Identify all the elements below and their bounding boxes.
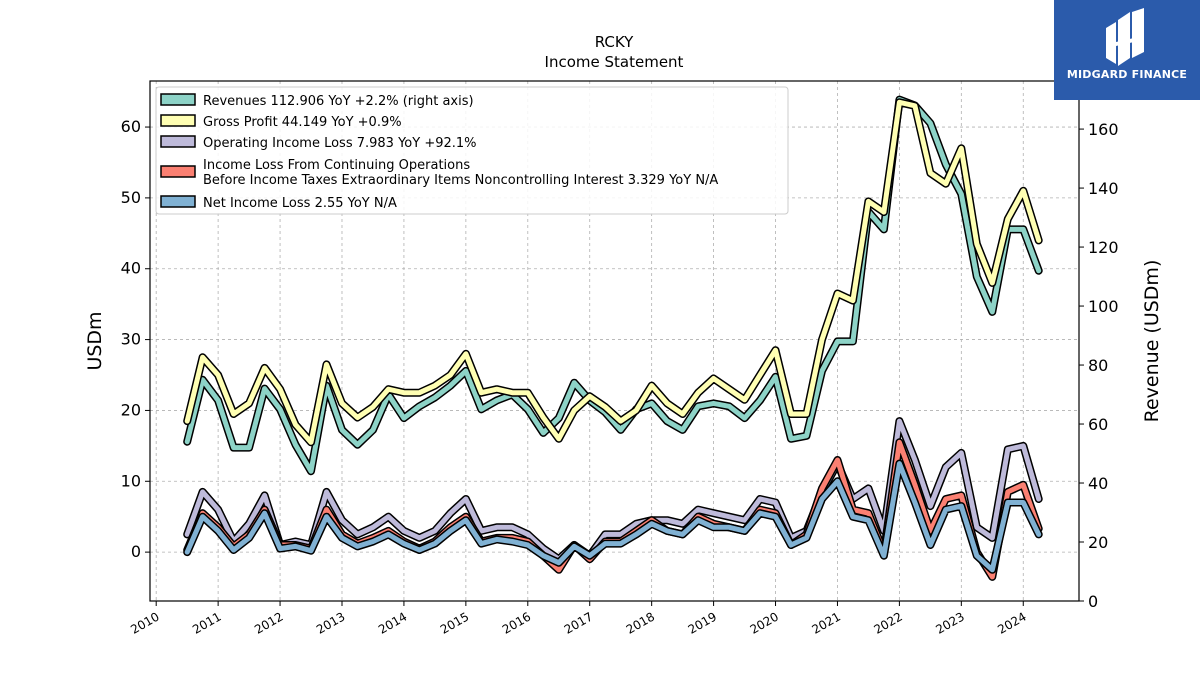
x-tick-label: 2011 <box>190 609 223 636</box>
x-axis: 2010 2011 2012 2013 2014 2015 2016 2017 2018 2019… <box>128 601 1029 637</box>
right-tick-label: 0 <box>1088 592 1098 611</box>
legend-label-3: Before Income Taxes Extraordinary Items … <box>203 173 718 188</box>
legend-label-1: Gross Profit 44.149 YoY +0.9% <box>203 115 402 130</box>
legend-swatch-0 <box>160 93 196 106</box>
legend-swatch-4 <box>160 195 196 208</box>
legend-box <box>155 86 789 215</box>
right-tick-label: 140 <box>1088 179 1119 198</box>
left-y-axis: 0 10 20 30 40 50 60 <box>121 117 150 561</box>
left-tick-label: 0 <box>131 542 141 561</box>
right-tick-label: 40 <box>1088 474 1108 493</box>
x-tick-label: 2023 <box>933 609 966 636</box>
x-tick-label: 2017 <box>562 609 595 636</box>
x-tick-label: 2010 <box>128 609 161 636</box>
left-tick-label: 30 <box>121 330 141 349</box>
legend: Revenues 112.906 YoY +2.2% (right axis) G… <box>155 86 789 215</box>
series-line-4 <box>184 461 1042 573</box>
right-tick-label: 20 <box>1088 533 1108 552</box>
legend-label-3: Income Loss From Continuing Operations <box>203 158 470 173</box>
right-axis-label: Revenue (USDm) <box>1141 260 1163 423</box>
plot-frame <box>149 80 1080 602</box>
x-tick-label: 2012 <box>252 609 285 636</box>
left-tick-label: 60 <box>121 117 141 136</box>
legend-label-0: Revenues 112.906 YoY +2.2% (right axis) <box>203 94 474 109</box>
legend-label-2: Operating Income Loss 7.983 YoY +92.1% <box>203 136 477 151</box>
right-tick-label: 60 <box>1088 415 1108 434</box>
series-lines <box>183 95 1043 581</box>
x-tick-label: 2021 <box>810 609 843 636</box>
x-tick-label: 2015 <box>438 609 471 636</box>
right-tick-label: 80 <box>1088 356 1108 375</box>
midgard-finance-logo: MIDGARD FINANCE <box>1054 0 1200 100</box>
right-tick-label: 120 <box>1088 238 1119 257</box>
left-axis-label: USDm <box>84 311 106 370</box>
logo-mark-icon <box>1106 8 1144 66</box>
x-tick-label: 2018 <box>624 609 657 636</box>
right-tick-label: 160 <box>1088 120 1119 139</box>
brand-name: MIDGARD FINANCE <box>1066 68 1188 81</box>
legend-swatch-1 <box>160 114 196 127</box>
x-tick-label: 2020 <box>748 609 781 636</box>
legend-swatch-2 <box>160 135 196 148</box>
x-tick-label: 2016 <box>500 609 533 636</box>
series-line-1 <box>184 99 1042 445</box>
left-tick-label: 20 <box>121 400 141 419</box>
right-y-axis: 0 20 40 60 80 100 120 140 160 <box>1079 120 1119 611</box>
x-tick-label: 2019 <box>686 609 719 636</box>
x-tick-label: 2024 <box>995 609 1028 636</box>
legend-label-4: Net Income Loss 2.55 YoY N/A <box>203 196 397 211</box>
chart-title: RCKY <box>595 33 634 51</box>
left-tick-label: 50 <box>121 188 141 207</box>
x-tick-label: 2014 <box>376 609 409 636</box>
left-tick-label: 40 <box>121 259 141 278</box>
left-tick-label: 10 <box>121 471 141 490</box>
right-tick-label: 100 <box>1088 297 1119 316</box>
chart-subtitle: Income Statement <box>545 53 684 71</box>
x-tick-label: 2022 <box>871 609 904 636</box>
legend-swatch-3 <box>160 165 196 178</box>
x-tick-label: 2013 <box>314 609 347 636</box>
